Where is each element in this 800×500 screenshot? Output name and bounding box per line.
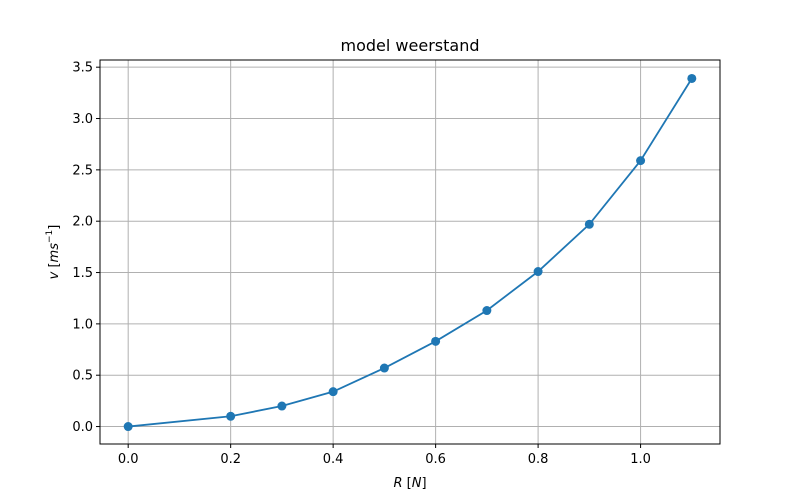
x-tick-label: 0.2 — [220, 452, 241, 467]
x-tick-label: 1.0 — [630, 452, 651, 467]
data-point — [379, 363, 389, 373]
data-point — [482, 306, 492, 316]
x-axis-ticks: 0.0 0.2 0.4 0.6 0.8 1.0 — [118, 444, 651, 467]
y-tick-label: 1.0 — [72, 317, 93, 332]
data-point — [584, 219, 594, 229]
y-tick-label: 3.0 — [72, 112, 93, 127]
x-tick-label: 0.4 — [323, 452, 344, 467]
y-tick-label: 3.5 — [72, 61, 93, 76]
data-point — [328, 387, 338, 397]
y-axis-ticks: 0.0 0.5 1.0 1.5 2.0 2.5 3.0 3.5 — [72, 61, 100, 435]
y-tick-label: 0.0 — [72, 420, 93, 435]
y-tick-label: 0.5 — [72, 369, 93, 384]
grid — [100, 60, 720, 444]
x-tick-label: 0.0 — [118, 452, 139, 467]
data-point — [687, 73, 697, 83]
y-tick-label: 2.0 — [72, 215, 93, 230]
y-tick-label: 1.5 — [72, 266, 93, 281]
data-point — [123, 422, 133, 432]
x-axis-label: R [N] — [393, 476, 426, 491]
chart-title: model weerstand — [341, 36, 480, 55]
data-point — [226, 411, 236, 421]
series-group — [123, 73, 697, 432]
y-tick-label: 2.5 — [72, 163, 93, 178]
plot-frame — [99, 59, 721, 445]
x-tick-label: 0.6 — [425, 452, 446, 467]
data-point — [636, 156, 646, 166]
x-tick-label: 0.8 — [528, 452, 549, 467]
data-point — [533, 267, 543, 277]
data-point — [431, 336, 441, 346]
data-point — [277, 401, 287, 411]
